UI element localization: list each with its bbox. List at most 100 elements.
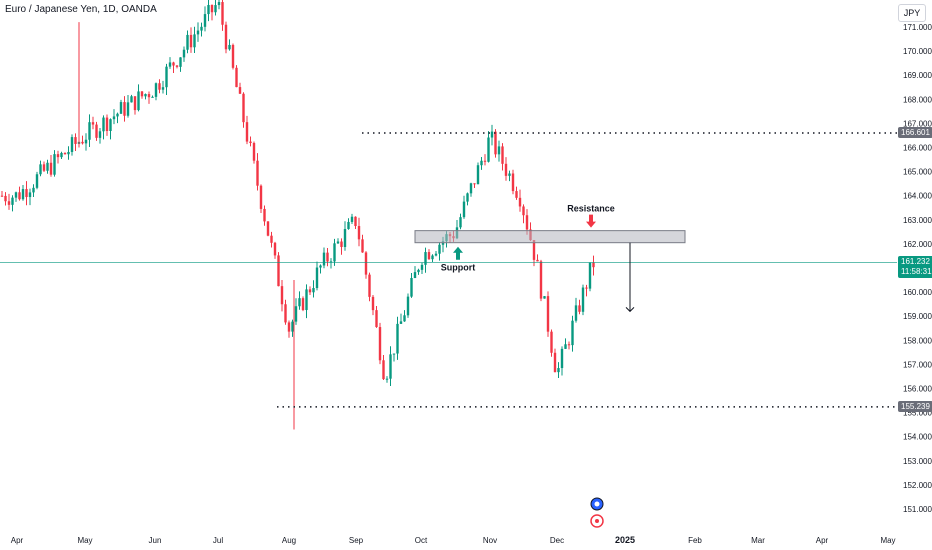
- candle-up: [14, 192, 18, 198]
- y-tick-label: 169.000: [903, 71, 932, 80]
- candle-up: [581, 287, 585, 312]
- candle-up: [462, 201, 466, 218]
- candle-up: [497, 146, 501, 155]
- y-tick-label: 160.000: [903, 288, 932, 297]
- y-tick-label: 167.000: [903, 119, 932, 128]
- candle-up: [574, 305, 578, 321]
- candle-down: [501, 146, 504, 164]
- candle-up: [193, 34, 196, 48]
- candle-down: [371, 296, 375, 311]
- candle-up: [413, 272, 417, 279]
- candles-layer: [0, 0, 595, 430]
- candle-down: [504, 163, 508, 176]
- candle-up: [119, 102, 123, 114]
- candle-up: [144, 94, 147, 97]
- candle-down: [105, 117, 109, 131]
- candle-up: [466, 193, 469, 202]
- candle-down: [266, 221, 270, 236]
- candle-down: [511, 173, 515, 192]
- candle-up: [60, 152, 63, 158]
- x-tick-label: May: [77, 536, 92, 545]
- resistance-label: Resistance: [567, 204, 615, 214]
- x-tick-label: Jul: [213, 536, 223, 545]
- candle-up: [161, 87, 165, 90]
- candle-down: [175, 65, 179, 67]
- candle-up: [438, 244, 441, 254]
- candle-up: [389, 354, 392, 379]
- candle-up: [508, 173, 511, 176]
- candle-up: [490, 131, 494, 138]
- candle-down: [308, 289, 312, 293]
- x-tick-label: Sep: [349, 536, 364, 545]
- candle-up: [35, 174, 39, 188]
- y-tick-label: 170.000: [903, 47, 932, 56]
- candle-up: [396, 323, 399, 354]
- x-tick-label: Feb: [688, 536, 702, 545]
- x-tick-label: Aug: [282, 536, 296, 545]
- x-tick-label: Jun: [149, 536, 162, 545]
- candle-down: [427, 252, 431, 260]
- x-tick-label: Apr: [11, 536, 24, 545]
- candle-up: [410, 278, 413, 297]
- resistance-price-tag: 166.601: [898, 127, 932, 138]
- support-label: Support: [441, 263, 476, 273]
- candle-down: [518, 197, 522, 207]
- x-tick-label: Oct: [415, 536, 428, 545]
- candle-up: [434, 253, 438, 256]
- candle-up: [130, 96, 133, 103]
- event-marker-dot: [595, 519, 599, 523]
- candle-up: [214, 5, 217, 13]
- candle-up: [343, 229, 347, 247]
- candle-up: [431, 255, 434, 260]
- candle-down: [515, 191, 518, 198]
- candle-up: [417, 269, 420, 273]
- candle-up: [315, 267, 319, 289]
- candle-down: [536, 259, 539, 262]
- candle-up: [137, 91, 140, 111]
- candle-up: [21, 189, 25, 200]
- x-tick-label: Dec: [550, 536, 564, 545]
- candle-up: [294, 306, 298, 322]
- candle-down: [252, 142, 256, 161]
- candle-down: [74, 137, 77, 144]
- candle-up: [228, 44, 231, 50]
- candle-down: [7, 201, 11, 205]
- candle-down: [277, 255, 280, 287]
- candle-down: [532, 240, 536, 260]
- candle-down: [364, 252, 368, 275]
- candle-up: [564, 344, 567, 349]
- candle-up: [487, 137, 490, 162]
- candle-down: [273, 242, 277, 256]
- event-marker-dot: [594, 501, 600, 507]
- time-axis: Apr May Jun Jul Aug Sep Oct Nov Dec 2025 Feb Mar Apr…: [11, 535, 896, 545]
- current-price-tag: 161.232 11:58:31: [898, 256, 932, 278]
- chart-title: Euro / Japanese Yen, 1D, OANDA: [5, 4, 157, 15]
- candle-up: [392, 353, 396, 355]
- x-tick-label: Mar: [751, 536, 765, 545]
- support-price-tag: 155.239: [898, 401, 932, 412]
- candle-down: [340, 241, 343, 247]
- currency-button[interactable]: JPY: [898, 4, 926, 22]
- candle-up: [109, 119, 112, 131]
- candle-up: [154, 83, 158, 97]
- countdown-value: 11:58:31: [901, 267, 932, 276]
- candle-down: [361, 239, 364, 253]
- candle-up: [151, 96, 154, 98]
- candle-up: [84, 139, 88, 144]
- candle-up: [53, 154, 56, 175]
- y-tick-label: 157.000: [903, 360, 932, 369]
- y-tick-label: 154.000: [903, 433, 932, 442]
- x-tick-label: Nov: [483, 536, 497, 545]
- candle-up: [207, 4, 210, 15]
- candle-up: [312, 288, 315, 293]
- resistance-arrow-icon: [586, 214, 596, 228]
- candle-up: [557, 368, 560, 373]
- candle-up: [126, 102, 130, 116]
- candle-down: [231, 44, 235, 68]
- candle-up: [424, 252, 427, 265]
- candle-up: [403, 315, 406, 322]
- candle-up: [203, 14, 207, 27]
- candle-down: [585, 287, 588, 289]
- candle-down: [221, 2, 224, 25]
